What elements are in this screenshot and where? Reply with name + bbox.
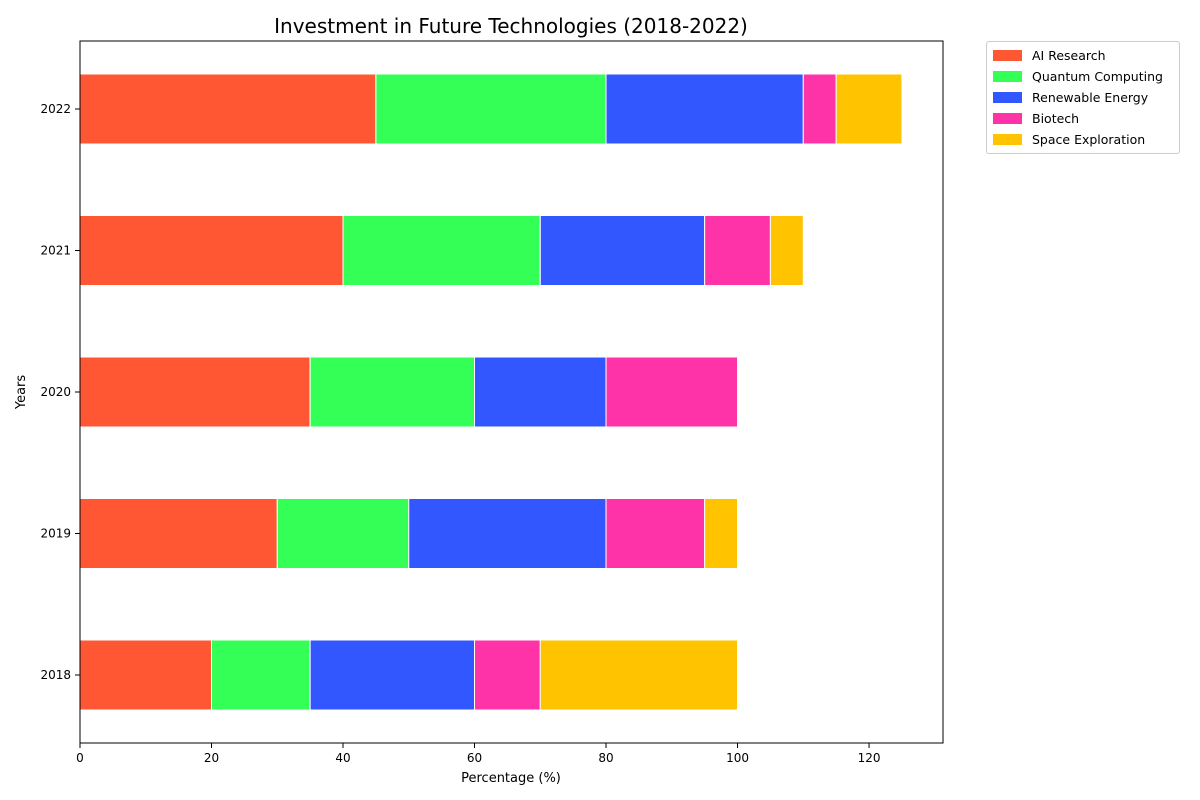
- bars-group: [79, 73, 903, 711]
- bar-2018-renewable-energy: [309, 639, 476, 711]
- y-axis-ticks: 2018 2019 2020 2021 2022: [40, 102, 80, 682]
- bar-2019-renewable-energy: [408, 498, 607, 569]
- legend-label: AI Research: [1032, 48, 1106, 63]
- legend-swatch: [993, 50, 1022, 61]
- bar-2022-space-exploration: [835, 73, 903, 145]
- x-tick-label: 0: [76, 751, 84, 765]
- legend-item-quantum-computing: Quantum Computing: [987, 66, 1179, 87]
- bar-2018-quantum-computing: [211, 639, 311, 711]
- legend: AI Research Quantum Computing Renewable En…: [986, 41, 1180, 154]
- bar-2021-space-exploration: [769, 215, 804, 286]
- y-tick-label: 2020: [40, 385, 71, 399]
- bar-2020-renewable-energy: [474, 356, 607, 428]
- bar-2020-biotech: [605, 356, 739, 428]
- bar-2019-quantum-computing: [276, 498, 410, 569]
- bar-2020-ai-research: [79, 356, 311, 428]
- bar-2022-quantum-computing: [375, 73, 607, 145]
- x-tick-label: 20: [204, 751, 219, 765]
- chart-title: Investment in Future Technologies (2018-…: [274, 14, 748, 38]
- legend-swatch: [993, 134, 1022, 145]
- legend-label: Biotech: [1032, 111, 1080, 126]
- legend-item-renewable-energy: Renewable Energy: [987, 87, 1179, 108]
- legend-item-biotech: Biotech: [987, 108, 1179, 129]
- y-tick-label: 2022: [40, 102, 71, 116]
- legend-label: Space Exploration: [1032, 132, 1146, 147]
- bar-2018-ai-research: [79, 639, 213, 711]
- bar-2021-quantum-computing: [342, 215, 541, 286]
- bar-2018-biotech: [474, 639, 541, 711]
- bar-2019-ai-research: [79, 498, 278, 569]
- bar-2021-renewable-energy: [539, 215, 706, 286]
- bar-2022-ai-research: [79, 73, 377, 145]
- bar-2022-biotech: [802, 73, 837, 145]
- x-tick-label: 60: [467, 751, 482, 765]
- y-axis-label: Years: [14, 375, 29, 411]
- bar-2018-space-exploration: [539, 639, 739, 711]
- x-tick-label: 80: [598, 751, 613, 765]
- legend-item-space-exploration: Space Exploration: [987, 129, 1179, 150]
- bar-2020-quantum-computing: [309, 356, 476, 428]
- x-tick-label: 100: [726, 751, 749, 765]
- y-tick-label: 2021: [40, 244, 71, 258]
- legend-label: Quantum Computing: [1032, 69, 1163, 84]
- legend-swatch: [993, 92, 1022, 103]
- x-tick-label: 40: [335, 751, 350, 765]
- x-axis-label: Percentage (%): [461, 771, 561, 786]
- bar-2021-biotech: [704, 215, 771, 286]
- y-tick-label: 2019: [40, 527, 71, 541]
- bar-2022-renewable-energy: [605, 73, 804, 145]
- x-tick-label: 120: [858, 751, 881, 765]
- legend-label: Renewable Energy: [1032, 90, 1149, 105]
- bar-2019-space-exploration: [704, 498, 739, 569]
- legend-swatch: [993, 113, 1022, 124]
- legend-item-ai-research: AI Research: [987, 45, 1179, 66]
- y-tick-label: 2018: [40, 668, 71, 682]
- bar-2021-ai-research: [79, 215, 344, 286]
- x-axis-ticks: 0 20 40 60 80 100 120: [76, 743, 880, 765]
- legend-swatch: [993, 71, 1022, 82]
- bar-2019-biotech: [605, 498, 706, 569]
